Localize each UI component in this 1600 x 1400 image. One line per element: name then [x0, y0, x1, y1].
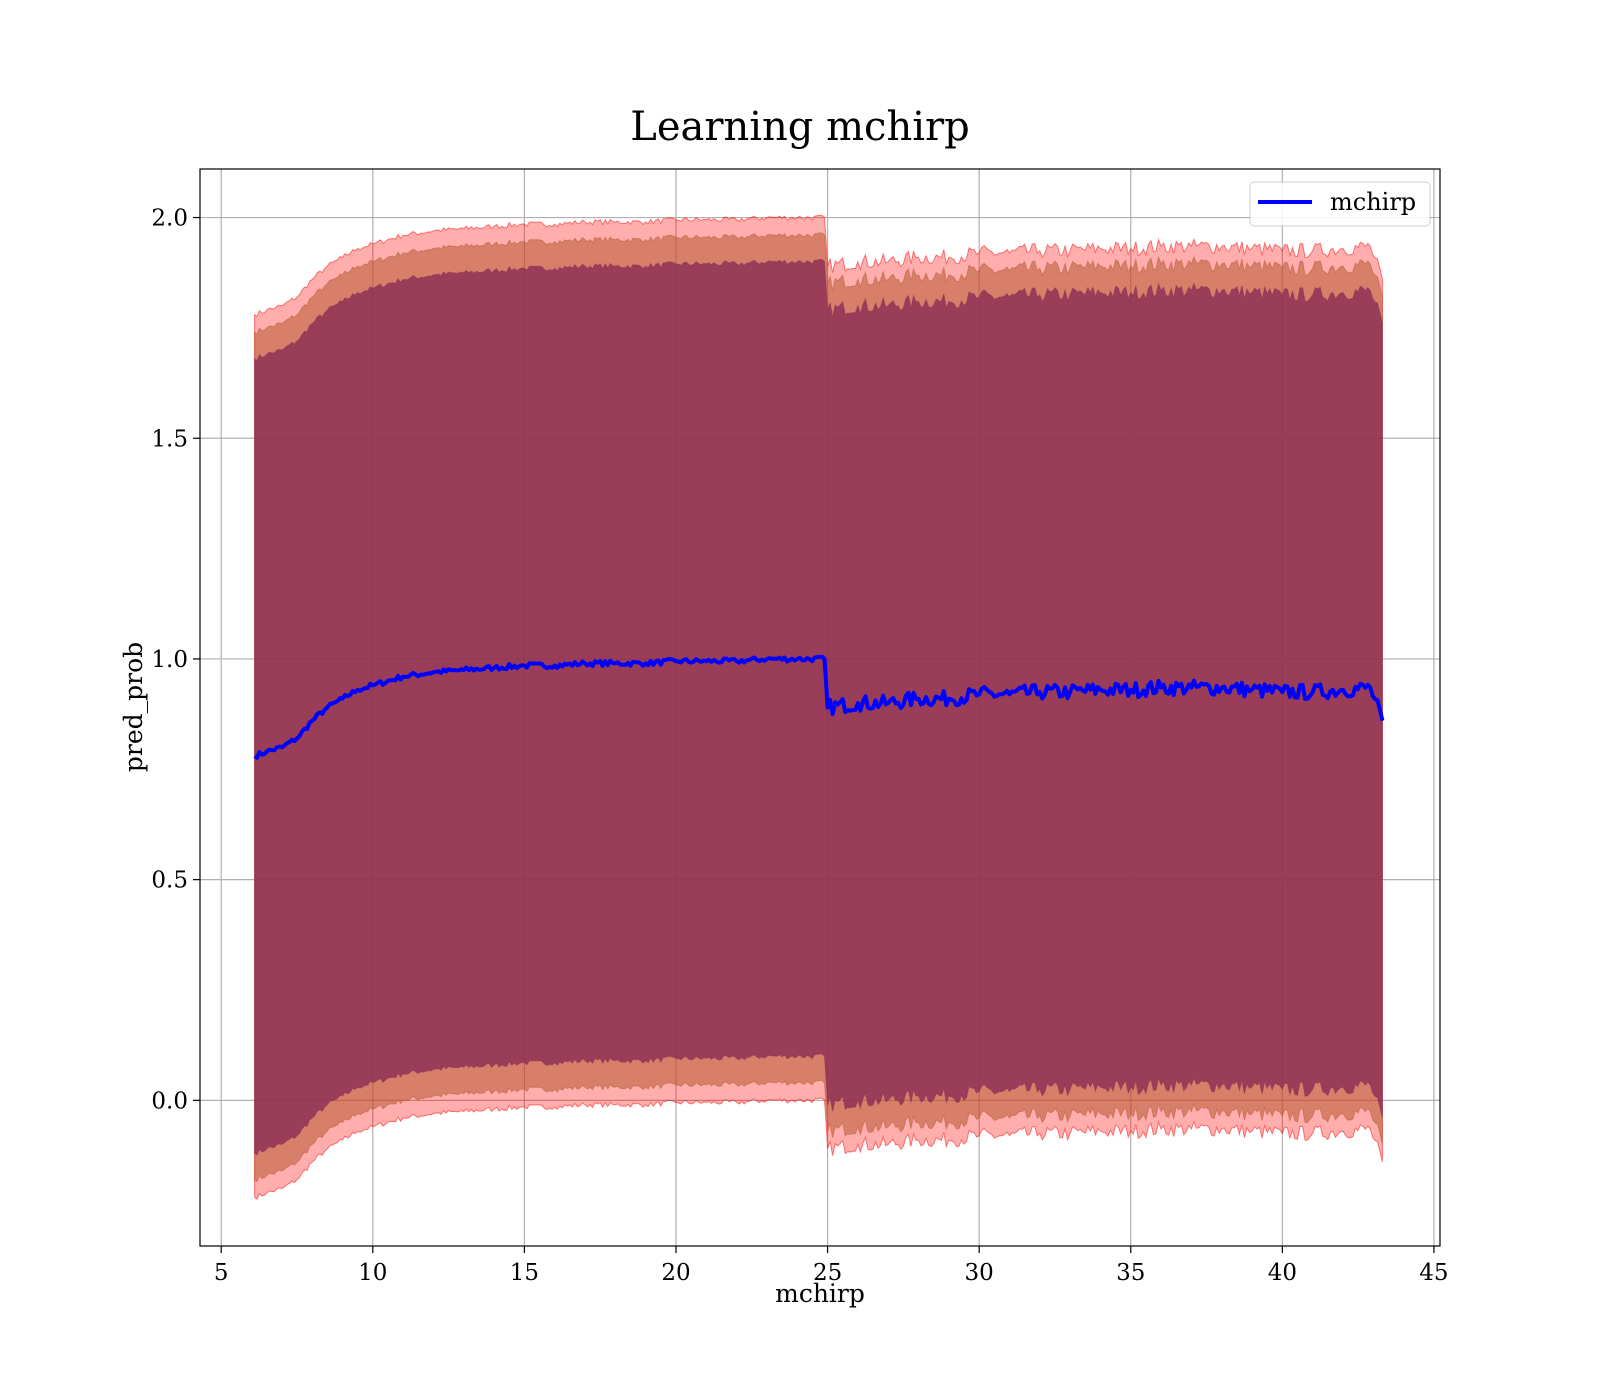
x-tick-label: 10 — [358, 1260, 387, 1286]
band-inner — [254, 259, 1383, 1156]
legend-box — [1249, 181, 1431, 227]
series-line-mchirp — [253, 654, 1385, 760]
y-tick-label: 1.0 — [151, 647, 188, 673]
x-tick-label: 40 — [1268, 1260, 1297, 1286]
uncertainty-bands — [254, 214, 1383, 1200]
x-tick-label: 30 — [965, 1260, 994, 1286]
x-tick-label: 25 — [813, 1260, 842, 1286]
x-tick-label: 15 — [510, 1260, 539, 1286]
plot-frame — [199, 168, 1441, 1247]
y-axis-label: pred_prob — [119, 642, 148, 772]
series-lines — [253, 654, 1385, 760]
x-tick-label: 5 — [214, 1260, 229, 1286]
legend-label: mchirp — [1330, 188, 1416, 216]
legend: mchirp — [1249, 181, 1431, 227]
y-tick-label: 0.5 — [151, 868, 188, 894]
x-tick-label: 20 — [661, 1260, 690, 1286]
x-axis-ticks: 5 10 15 20 25 30 35 40 45 — [214, 1246, 1449, 1286]
y-tick-label: 1.5 — [151, 426, 188, 452]
y-axis-ticks: 0.0 0.5 1.0 1.5 2.0 — [151, 206, 200, 1114]
y-tick-label: 2.0 — [151, 206, 188, 232]
x-tick-label: 35 — [1116, 1260, 1145, 1286]
chart-title: Learning mchirp — [630, 104, 969, 150]
y-tick-label: 0.0 — [151, 1088, 188, 1114]
x-axis-label: mchirp — [775, 1279, 865, 1308]
x-tick-label: 45 — [1419, 1260, 1448, 1286]
